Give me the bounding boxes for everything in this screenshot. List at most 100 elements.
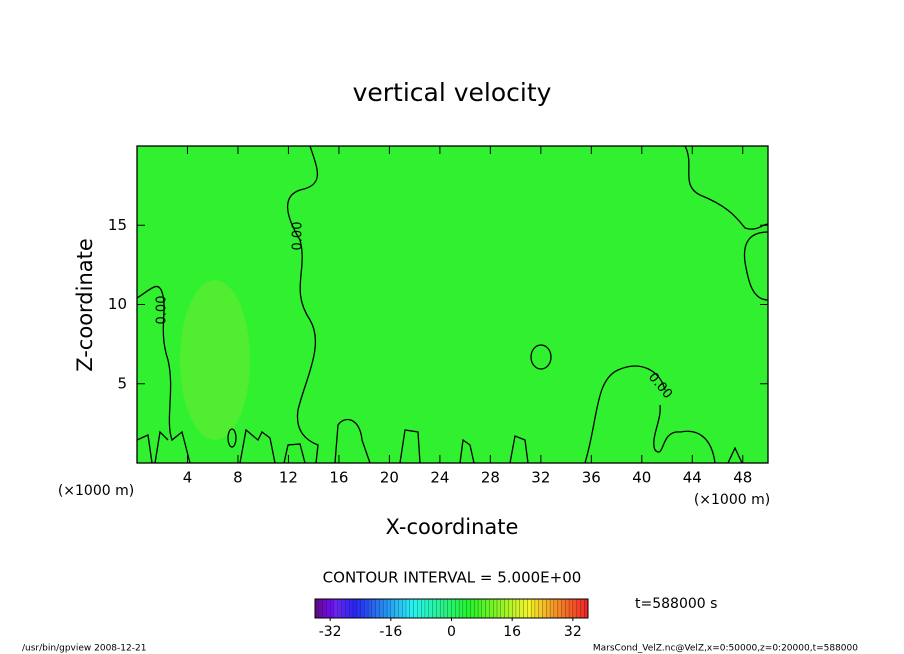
- footer-left: /usr/bin/gpview 2008-12-21: [22, 644, 146, 654]
- x-unit-label: (×1000 m): [694, 492, 770, 508]
- x-tick-label: 12: [279, 469, 298, 487]
- colorbar-cell: [330, 598, 335, 619]
- colorbar-cell: [493, 598, 498, 619]
- colorbar-cell: [443, 598, 449, 619]
- colorbar-cell: [455, 598, 460, 619]
- colorbar-cell: [386, 598, 392, 619]
- colorbar-cell: [432, 598, 437, 619]
- contour-line: [684, 145, 769, 230]
- colorbar-tick-label: -16: [379, 624, 402, 640]
- colorbar-cell: [375, 598, 380, 619]
- colorbar-cell: [371, 598, 377, 619]
- colorbar-cell: [530, 598, 536, 619]
- colorbar-cell: [405, 598, 411, 619]
- colorbar-cell: [527, 598, 532, 619]
- contour-line: [136, 285, 191, 464]
- x-unit-label: (×1000 m): [58, 483, 134, 499]
- contour-line: [227, 428, 237, 448]
- x-tick-label: 32: [531, 469, 550, 487]
- colorbar-cell: [572, 598, 578, 619]
- colorbar-cell: [542, 598, 547, 619]
- colorbar-cell: [428, 598, 433, 619]
- contour-line: [727, 446, 743, 464]
- colorbar-cell: [512, 598, 517, 619]
- colorbar-cell: [352, 598, 358, 619]
- colorbar-cell: [360, 598, 365, 619]
- colorbar-cell: [451, 598, 456, 619]
- colorbar-cell: [565, 598, 570, 619]
- colorbar-cell: [409, 598, 415, 619]
- colorbar-cell: [413, 598, 418, 619]
- colorbar-tick-label: 32: [564, 624, 582, 640]
- colorbar-cell: [576, 598, 581, 619]
- contour-line: [743, 231, 769, 301]
- colorbar-cell: [568, 598, 574, 619]
- colorbar-cell: [394, 598, 399, 619]
- x-tick-label: 24: [430, 469, 449, 487]
- x-tick-label: 36: [582, 469, 601, 487]
- contour-line: [239, 428, 306, 464]
- field-patch: [180, 280, 250, 440]
- colorbar-cell: [508, 598, 513, 619]
- colorbar-cell: [436, 598, 441, 619]
- x-tick-label: 16: [329, 469, 348, 487]
- colorbar-cell: [379, 598, 384, 619]
- x-tick-label: 4: [183, 469, 193, 487]
- x-tick-label: 48: [733, 469, 752, 487]
- colorbar-cell: [337, 598, 342, 619]
- colorbar-cell: [402, 598, 407, 619]
- field: [137, 146, 768, 463]
- colorbar-cell: [322, 598, 327, 619]
- colorbar-tick-label: 16: [503, 624, 521, 640]
- colorbar-cell: [333, 598, 339, 619]
- x-tick-label: 40: [632, 469, 651, 487]
- colorbar-cell: [341, 598, 346, 619]
- colorbar-cell: [439, 598, 445, 619]
- colorbar-cell: [462, 598, 468, 619]
- colorbar-cell: [367, 598, 373, 619]
- colorbar-cell: [424, 598, 430, 619]
- colorbar-cell: [489, 598, 494, 619]
- colorbar-cell: [500, 598, 506, 619]
- colorbar-cell: [515, 598, 521, 619]
- contour-label: 0.00: [155, 296, 170, 325]
- colorbar-cell: [534, 598, 540, 619]
- y-tick-label: 15: [108, 216, 127, 234]
- x-tick-label: 28: [481, 469, 500, 487]
- colorbar-cell: [519, 598, 524, 619]
- y-tick-label: 5: [117, 374, 127, 392]
- colorbar-cell: [326, 598, 331, 619]
- contour-label: 0.00: [291, 222, 306, 251]
- colorbar-cell: [485, 598, 490, 619]
- colorbar-cell: [549, 598, 555, 619]
- x-tick-label: 8: [233, 469, 243, 487]
- x-axis-label: X-coordinate: [386, 515, 519, 539]
- colorbar-cell: [538, 598, 543, 619]
- contour-line: [530, 344, 552, 370]
- contour-line: [287, 145, 319, 464]
- contour-line: [136, 430, 169, 464]
- colorbar-cell: [466, 598, 471, 619]
- time-label: t=588000 s: [635, 596, 717, 612]
- colorbar-cell: [345, 598, 350, 619]
- colorbar-cell: [364, 598, 369, 619]
- colorbar-cell: [470, 598, 475, 619]
- colorbar-cell: [383, 598, 388, 619]
- colorbar-cell: [474, 598, 479, 619]
- footer-right: MarsCond_VelZ.nc@VelZ,x=0:50000,z=0:2000…: [593, 644, 858, 654]
- colorbar-cell: [477, 598, 483, 619]
- colorbar-cell: [447, 598, 452, 619]
- colorbar-cell: [523, 598, 528, 619]
- colorbar-cell: [561, 598, 566, 619]
- colorbar-cell: [557, 598, 562, 619]
- colorbar-cell: [496, 598, 502, 619]
- colorbar-tick-label: -32: [319, 624, 342, 640]
- x-tick-label: 44: [683, 469, 702, 487]
- colorbar-cell: [417, 598, 422, 619]
- contour-line: [584, 365, 666, 464]
- contour-line: [653, 404, 716, 464]
- colorbar-cell: [546, 598, 551, 619]
- chart-title: vertical velocity: [353, 78, 552, 107]
- colorbar-cell: [348, 598, 354, 619]
